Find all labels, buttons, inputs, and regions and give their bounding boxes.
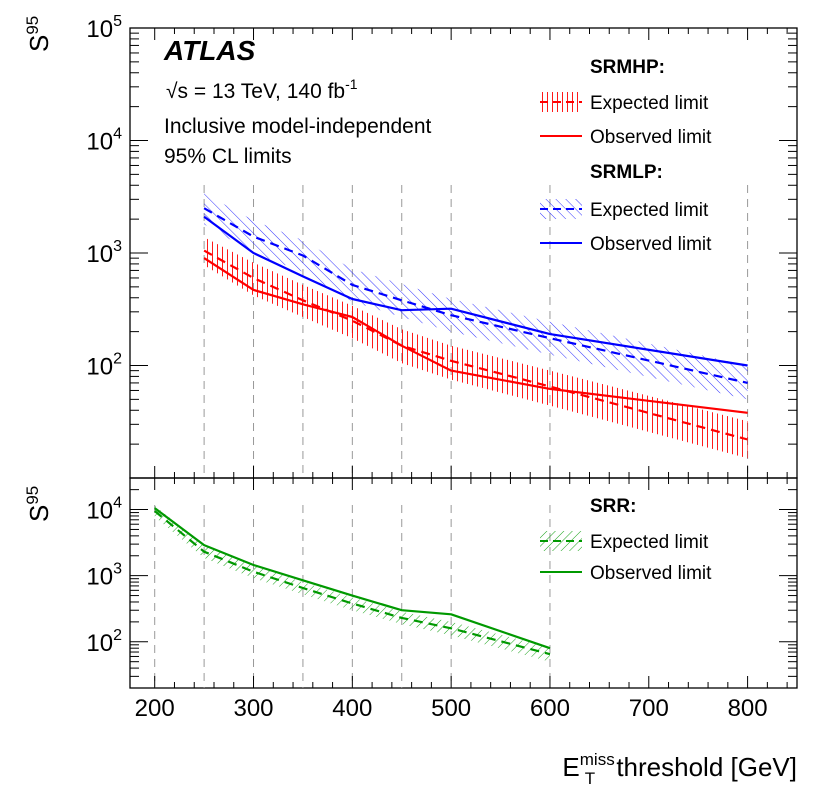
y-tick-label-top-1000: 103 <box>86 238 122 268</box>
y-tick-label-bottom-100: 102 <box>86 627 122 657</box>
legend-label-srr-expected: Expected limit <box>590 532 709 553</box>
energy-label: √s = 13 TeV, 140 fb-1 <box>166 76 358 103</box>
legend-label-srmlp-observed: Observed limit <box>590 234 712 255</box>
legend-header-srmhp: SRMHP: <box>590 57 665 78</box>
x-tick-label-300: 300 <box>233 695 273 722</box>
y-tick-labels: 105 104 103 102 104 103 102 <box>86 13 122 657</box>
bottom-panel-frame <box>129 477 798 689</box>
y-tick-label-top-100000: 105 <box>86 13 122 43</box>
x-axis-label: Emiss T threshold [GeV] <box>562 750 797 788</box>
y-tick-label-bottom-10000: 104 <box>86 495 122 525</box>
y-tick-label-top-100: 102 <box>86 351 122 381</box>
x-tick-label-600: 600 <box>530 695 570 722</box>
lumi-exponent: -1 <box>345 76 358 92</box>
y-tick-label-bottom-1000: 103 <box>86 561 122 591</box>
legend-label-srmhp-expected: Expected limit <box>590 93 709 114</box>
x-tick-label-400: 400 <box>332 695 372 722</box>
atlas-label: ATLAS <box>163 35 256 66</box>
x-tick-labels: 200 300 400 500 600 700 800 <box>135 695 768 722</box>
description-line-2: 95% CL limits <box>164 145 292 168</box>
x-tick-label-500: 500 <box>431 695 471 722</box>
legend-label-srmlp-expected: Expected limit <box>590 200 709 221</box>
band-srmlp-expected-limit <box>204 193 748 400</box>
sqrt-symbol: √ <box>166 80 178 103</box>
legend-top: SRMHP: Expected limit Observed limit SRM… <box>540 57 712 255</box>
x-tick-label-700: 700 <box>629 695 669 722</box>
limit-lines <box>154 207 748 656</box>
legend-bottom: SRR: Expected limit Observed limit <box>540 496 712 584</box>
band-srr-expected-limit <box>154 505 550 662</box>
legend-label-srr-observed: Observed limit <box>590 563 712 584</box>
legend-header-srr: SRR: <box>590 496 636 517</box>
description-line-1: Inclusive model-independent <box>164 115 432 138</box>
energy-text: s = 13 TeV, 140 fb <box>178 80 346 103</box>
axis-ticks <box>130 27 797 689</box>
y-tick-label-top-10000: 104 <box>86 126 122 156</box>
line-srr-observed-limit <box>154 507 551 650</box>
y-axis-label-top: S95 <box>23 16 54 52</box>
x-tick-label-800: 800 <box>728 695 768 722</box>
legend-header-srmlp: SRMLP: <box>590 162 663 183</box>
line-srmhp-expected-limit <box>203 249 748 441</box>
line-srmlp-expected-limit <box>203 207 748 384</box>
legend-label-srmhp-observed: Observed limit <box>590 127 712 148</box>
line-srr-expected-limit <box>154 510 551 656</box>
line-srmhp-observed-limit <box>203 257 748 414</box>
x-tick-label-200: 200 <box>135 695 175 722</box>
y-axis-label-bottom: S95 <box>23 486 54 522</box>
line-srmlp-observed-limit <box>203 215 748 367</box>
